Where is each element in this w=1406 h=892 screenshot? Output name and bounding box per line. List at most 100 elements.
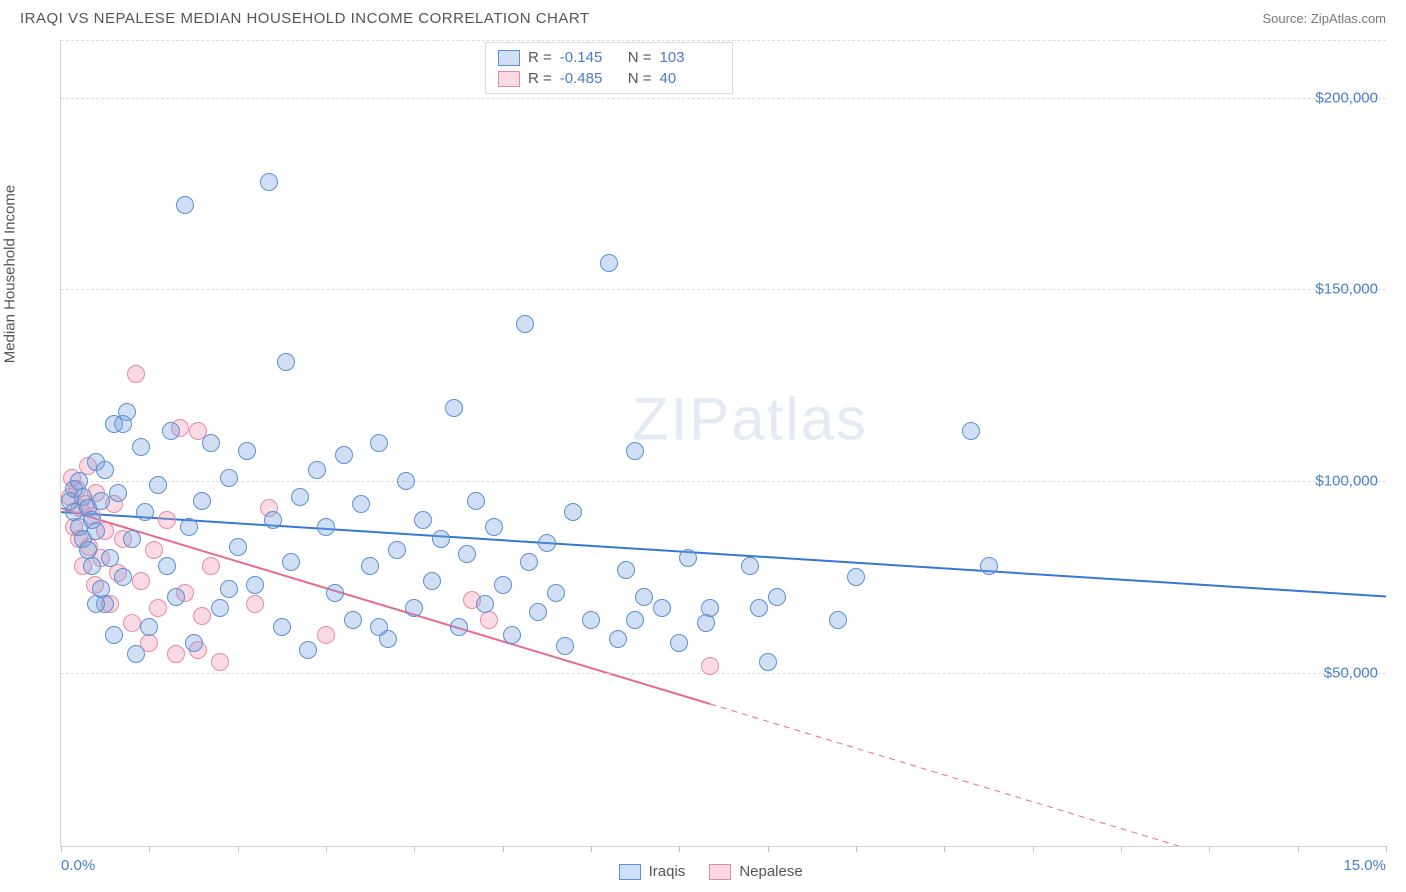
data-point-iraqis [149,476,167,494]
data-point-iraqis [609,630,627,648]
data-point-iraqis [211,599,229,617]
data-point-iraqis [96,461,114,479]
data-point-iraqis [220,580,238,598]
scatter-plot: ZIPatlas R =-0.145N =103R =-0.485N =40 0… [60,40,1386,847]
data-point-iraqis [626,442,644,460]
x-tick [1298,846,1299,852]
y-tick-label: $100,000 [1315,473,1378,490]
legend-item-nepalese: Nepalese [709,863,802,880]
data-point-iraqis [87,522,105,540]
data-point-iraqis [503,626,521,644]
data-point-iraqis [697,614,715,632]
data-point-nepalese [317,626,335,644]
data-point-iraqis [516,315,534,333]
x-tick [1121,846,1122,852]
data-point-iraqis [277,353,295,371]
data-point-iraqis [229,538,247,556]
data-point-iraqis [741,557,759,575]
gridline-h [61,289,1386,290]
data-point-iraqis [617,561,635,579]
data-point-iraqis [494,576,512,594]
data-point-iraqis [467,492,485,510]
y-tick-label: $150,000 [1315,281,1378,298]
data-point-iraqis [485,518,503,536]
data-point-iraqis [458,545,476,563]
legend-swatch [709,864,731,880]
x-tick [503,846,504,852]
y-tick-label: $200,000 [1315,89,1378,106]
data-point-iraqis [87,595,105,613]
data-point-iraqis [361,557,379,575]
x-tick [326,846,327,852]
data-point-nepalese [701,657,719,675]
data-point-iraqis [768,588,786,606]
data-point-iraqis [105,626,123,644]
legend-r-value: -0.145 [560,49,620,66]
x-tick [238,846,239,852]
data-point-nepalese [127,365,145,383]
gridline-h [61,40,1386,41]
data-point-nepalese [145,541,163,559]
data-point-iraqis [109,484,127,502]
data-point-iraqis [370,434,388,452]
data-point-iraqis [450,618,468,636]
data-point-iraqis [556,637,574,655]
x-tick [61,846,62,852]
data-point-iraqis [158,557,176,575]
data-point-iraqis [83,557,101,575]
legend-series: Iraqis Nepalese [619,863,803,880]
x-tick [1209,846,1210,852]
data-point-iraqis [635,588,653,606]
data-point-iraqis [370,618,388,636]
data-point-iraqis [220,469,238,487]
data-point-iraqis [335,446,353,464]
data-point-iraqis [162,422,180,440]
data-point-iraqis [847,568,865,586]
x-tick [1386,846,1387,852]
data-point-iraqis [759,653,777,671]
data-point-iraqis [414,511,432,529]
data-point-iraqis [140,618,158,636]
y-axis-label: Median Household Income [2,184,19,362]
legend-swatch [498,50,520,66]
trend-lines [61,40,1386,846]
data-point-nepalese [211,653,229,671]
x-axis-min-label: 0.0% [61,857,95,874]
legend-item-iraqis: Iraqis [619,863,686,880]
gridline-h [61,673,1386,674]
x-tick [768,846,769,852]
data-point-iraqis [701,599,719,617]
data-point-iraqis [101,549,119,567]
data-point-iraqis [538,534,556,552]
x-tick [856,846,857,852]
x-axis-max-label: 15.0% [1343,857,1386,874]
data-point-iraqis [344,611,362,629]
legend-row-nepalese: R =-0.485N =40 [498,68,720,89]
legend-n-label: N = [628,49,652,66]
legend-r-value: -0.485 [560,70,620,87]
x-tick [679,846,680,852]
legend-r-label: R = [528,49,552,66]
data-point-iraqis [202,434,220,452]
data-point-iraqis [136,503,154,521]
data-point-iraqis [653,599,671,617]
data-point-iraqis [750,599,768,617]
legend-r-label: R = [528,70,552,87]
data-point-iraqis [547,584,565,602]
source-label: Source: ZipAtlas.com [1262,11,1386,26]
data-point-nepalese [132,572,150,590]
legend-n-value: 103 [660,49,720,66]
legend-swatch [619,864,641,880]
data-point-iraqis [679,549,697,567]
gridline-h [61,98,1386,99]
legend-n-label: N = [628,70,652,87]
data-point-iraqis [476,595,494,613]
x-tick [944,846,945,852]
data-point-iraqis [670,634,688,652]
data-point-nepalese [158,511,176,529]
data-point-iraqis [167,588,185,606]
data-point-iraqis [114,415,132,433]
x-tick [414,846,415,852]
data-point-iraqis [123,530,141,548]
data-point-iraqis [308,461,326,479]
